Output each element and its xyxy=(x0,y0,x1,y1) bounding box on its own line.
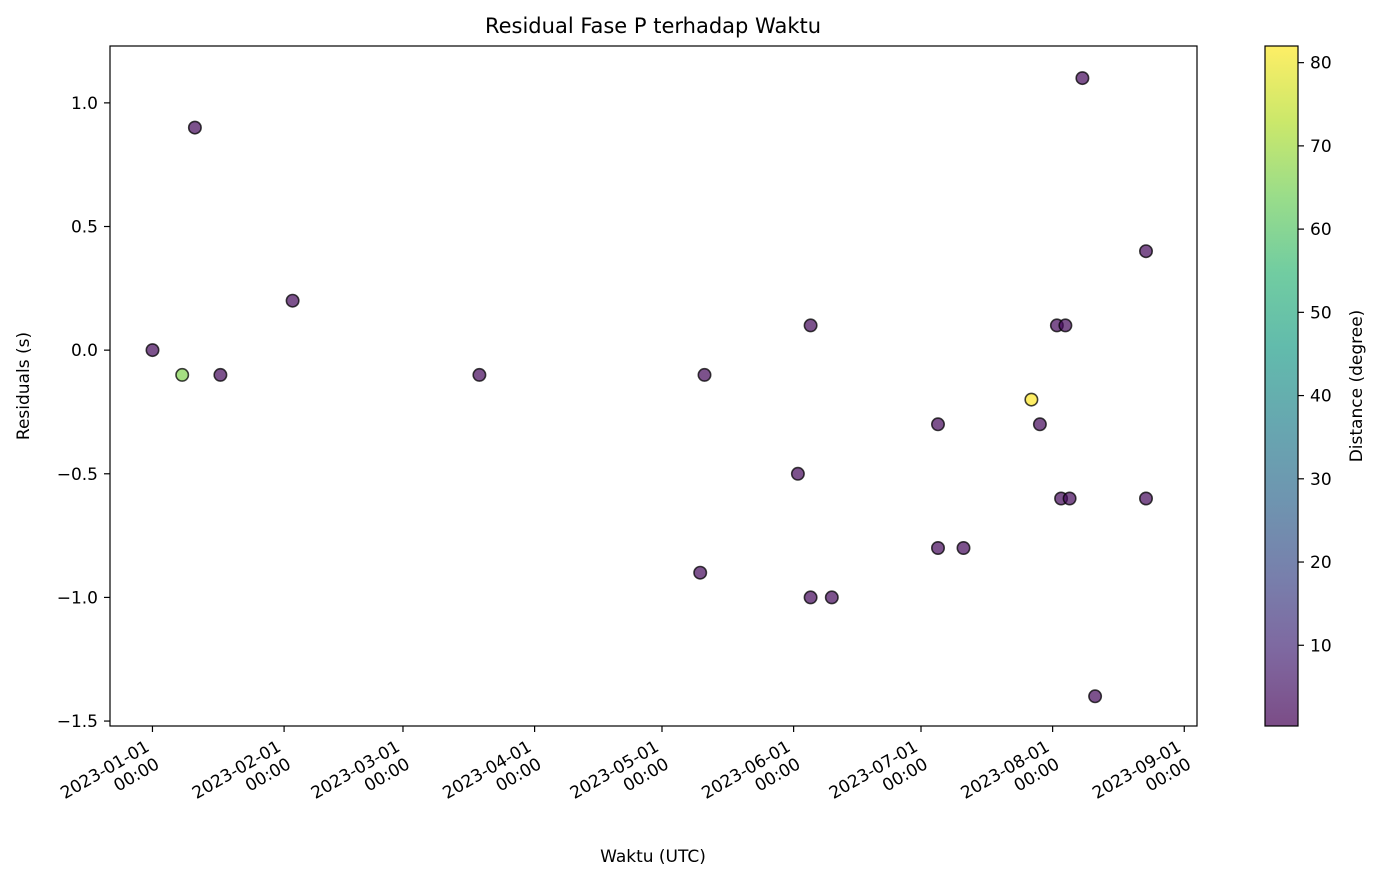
y-tick-label: −1.0 xyxy=(57,588,98,608)
data-point xyxy=(697,367,712,382)
y-axis: −1.5 −1.0 −0.5 0.0 0.5 1.0 xyxy=(57,94,110,732)
data-point xyxy=(472,367,487,382)
data-point xyxy=(824,590,839,605)
colorbar-tick-label: 30 xyxy=(1310,470,1332,490)
colorbar-ticks: 10 20 30 40 50 60 70 80 xyxy=(1298,54,1332,656)
colorbar-label: Distance (degree) xyxy=(1347,310,1367,463)
data-point xyxy=(1058,318,1073,333)
data-point xyxy=(145,343,160,358)
data-point xyxy=(1062,491,1077,506)
y-tick-label: 0.5 xyxy=(71,218,98,238)
data-point xyxy=(956,540,971,555)
data-point xyxy=(213,367,228,382)
colorbar-gradient xyxy=(1265,46,1298,726)
data-point xyxy=(1139,491,1154,506)
plot-frame xyxy=(109,45,1198,727)
data-point xyxy=(1024,392,1039,407)
data-point xyxy=(1032,417,1047,432)
data-point xyxy=(693,565,708,580)
colorbar-tick-label: 80 xyxy=(1310,54,1332,74)
colorbar-tick-label: 40 xyxy=(1310,387,1332,407)
colorbar-tick-label: 10 xyxy=(1310,636,1332,656)
y-tick-label: 0.0 xyxy=(71,341,98,361)
data-point xyxy=(1139,244,1154,259)
y-tick-label: −0.5 xyxy=(57,465,98,485)
colorbar-tick-label: 70 xyxy=(1310,137,1332,157)
data-point xyxy=(1075,71,1090,86)
plot-area xyxy=(109,45,1198,727)
y-tick-label: −1.5 xyxy=(57,712,98,732)
data-point xyxy=(175,367,190,382)
colorbar-tick-label: 50 xyxy=(1310,303,1332,323)
x-axis-label: Waktu (UTC) xyxy=(600,847,706,867)
colorbar-tick-label: 20 xyxy=(1310,553,1332,573)
data-points xyxy=(145,71,1154,704)
data-point xyxy=(1088,689,1103,704)
colorbar-tick-label: 60 xyxy=(1310,220,1332,240)
data-point xyxy=(803,318,818,333)
chart-title: Residual Fase P terhadap Waktu xyxy=(485,14,821,38)
data-point xyxy=(930,540,945,555)
data-point xyxy=(930,417,945,432)
data-point xyxy=(803,590,818,605)
data-point xyxy=(790,466,805,481)
colorbar-frame xyxy=(1264,45,1299,727)
data-point xyxy=(285,293,300,308)
data-point xyxy=(187,120,202,135)
y-tick-label: 1.0 xyxy=(71,94,98,114)
colorbar: 10 20 30 40 50 60 70 80 xyxy=(1264,45,1332,727)
y-axis-label: Residuals (s) xyxy=(14,332,34,440)
